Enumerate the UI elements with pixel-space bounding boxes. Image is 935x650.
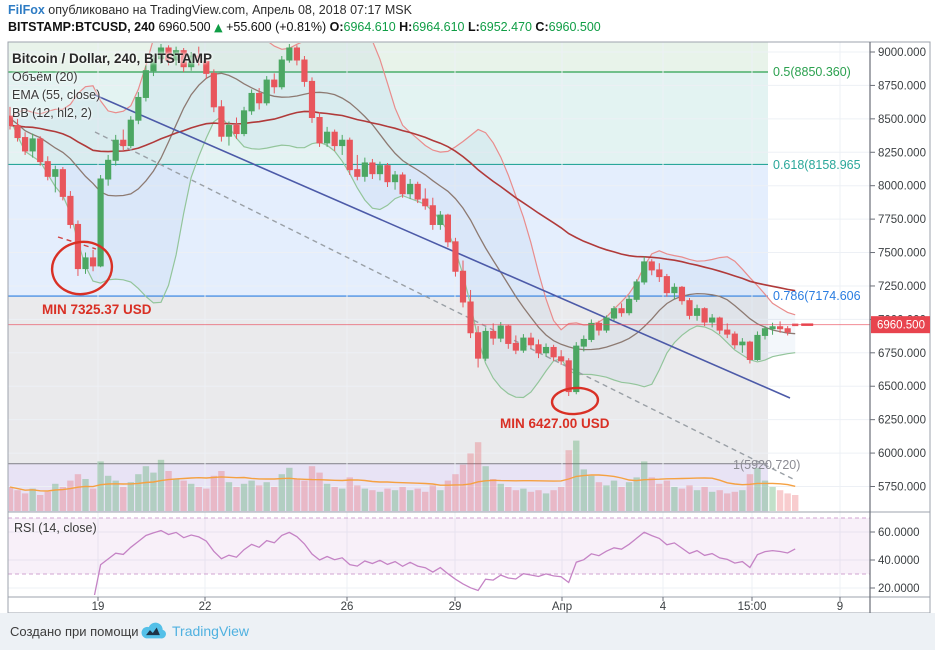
author-link[interactable]: FilFox — [8, 3, 45, 17]
last-price-badge: 6960.500 — [871, 316, 930, 334]
svg-text:9000.000: 9000.000 — [878, 47, 926, 59]
fib-level-label-0-618: 0.618(8158.965 — [773, 158, 861, 172]
annotation-min-6427: MIN 6427.00 USD — [500, 416, 610, 431]
high-value: 6964.610 — [412, 20, 465, 34]
annotation-ellipse-0 — [50, 240, 114, 296]
svg-text:6500.000: 6500.000 — [878, 381, 926, 393]
tradingview-cloud-icon[interactable] — [140, 621, 166, 641]
svg-text:20.0000: 20.0000 — [878, 583, 920, 595]
svg-text:8750.000: 8750.000 — [878, 80, 926, 92]
svg-text:15:00: 15:00 — [738, 601, 767, 613]
last-price: 6960.500 — [158, 20, 211, 34]
created-with-text: Создано при помощи — [10, 624, 139, 639]
candles — [9, 43, 799, 396]
annotation-ellipse-1 — [550, 386, 600, 416]
fib-level-label-1: 1(5920.720) — [733, 458, 801, 472]
svg-text:8000.000: 8000.000 — [878, 181, 926, 193]
svg-text:26: 26 — [341, 601, 354, 613]
svg-text:9: 9 — [837, 601, 843, 613]
rsi-pane — [8, 517, 870, 595]
tradingview-brand-link[interactable]: TradingView — [172, 623, 250, 639]
symbol-status-line: BITSTAMP:BTCUSD, 240 6960.500 ▲ +55.600 … — [8, 20, 601, 34]
svg-text:7250.000: 7250.000 — [878, 281, 926, 293]
svg-text:7500.000: 7500.000 — [878, 248, 926, 260]
price-axis-labels: 9000.000 8750.000 8500.000 8250.000 8000.000… — [870, 47, 926, 595]
annotation-min-7325: MIN 7325.37 USD — [42, 302, 152, 317]
svg-text:6750.000: 6750.000 — [878, 348, 926, 360]
legend-volume-study[interactable]: Объём (20) — [12, 70, 78, 84]
legend-symbol-title[interactable]: Bitcoin / Dollar, 240, BITSTAMP — [12, 51, 213, 66]
svg-text:Апр: Апр — [552, 601, 572, 613]
svg-text:29: 29 — [449, 601, 462, 613]
svg-text:8250.000: 8250.000 — [878, 147, 926, 159]
symbol-name[interactable]: BITSTAMP:BTCUSD, 240 — [8, 20, 156, 34]
svg-text:22: 22 — [199, 601, 212, 613]
svg-text:40.0000: 40.0000 — [878, 555, 920, 567]
low-label: L: — [467, 20, 480, 34]
published-text: опубликовано на TradingView.com, Апрель … — [44, 3, 412, 17]
rsi-line — [93, 529, 796, 595]
fib-level-label-0-786: 0.786(7174.606 — [773, 289, 861, 303]
svg-text:6960.500: 6960.500 — [877, 320, 925, 332]
legend-bb-study[interactable]: BB (12, hl2, 2) — [12, 106, 92, 120]
svg-text:7750.000: 7750.000 — [878, 214, 926, 226]
svg-text:4: 4 — [660, 601, 667, 613]
open-value: 6964.610 — [343, 20, 396, 34]
svg-text:6000.000: 6000.000 — [878, 448, 926, 460]
price-change: +55.600 (+0.81%) — [226, 20, 327, 34]
fib-level-label-0-5: 0.5(8850.360) — [773, 65, 851, 79]
chart-legend: Bitcoin / Dollar, 240, BITSTAMP Объём (2… — [12, 50, 212, 122]
legend-ema-study[interactable]: EMA (55, close) — [12, 88, 101, 102]
publish-info: FilFox опубликовано на TradingView.com, … — [8, 3, 412, 17]
open-label: O: — [329, 20, 344, 34]
low-value: 6952.470 — [479, 20, 532, 34]
time-axis-labels[interactable]: 19 22 26 29 Апр 4 15:00 9 — [92, 597, 844, 613]
svg-text:6250.000: 6250.000 — [878, 415, 926, 427]
svg-text:60.0000: 60.0000 — [878, 527, 920, 539]
up-arrow-icon: ▲ — [214, 21, 223, 34]
svg-text:19: 19 — [92, 601, 105, 613]
rsi-pane-label[interactable]: RSI (14, close) — [14, 521, 97, 535]
close-value: 6960.500 — [548, 20, 601, 34]
indicator-lines — [9, 43, 796, 399]
svg-text:5750.000: 5750.000 — [878, 482, 926, 494]
high-label: H: — [399, 20, 413, 34]
footer-bar: Создано при помощи TradingView — [0, 613, 935, 650]
close-label: C: — [535, 20, 549, 34]
svg-text:8500.000: 8500.000 — [878, 114, 926, 126]
volume-bars — [9, 440, 799, 511]
